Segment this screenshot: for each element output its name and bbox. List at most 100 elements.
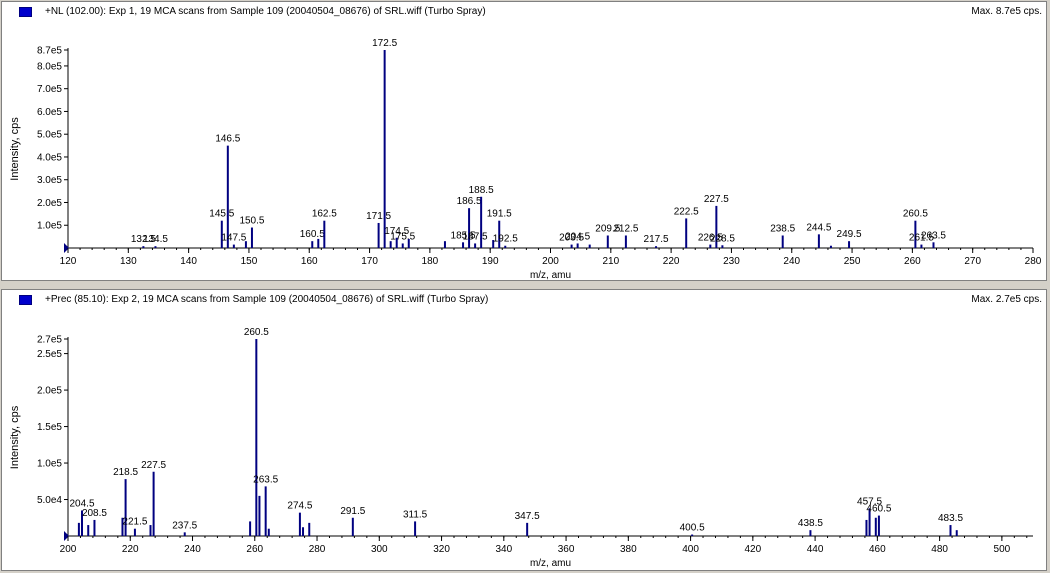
panel-divider[interactable] — [0, 282, 1050, 288]
peak-label: 160.5 — [300, 229, 325, 240]
x-tick-label: 500 — [994, 544, 1011, 555]
spectrum-icon[interactable] — [19, 7, 32, 17]
y-tick-label: 1.5e5 — [37, 422, 62, 433]
peak-label: 244.5 — [806, 222, 831, 233]
peak-label: 263.5 — [921, 230, 946, 241]
y-tick-label: 2.5e5 — [37, 349, 62, 360]
peak-label: 132.5 — [131, 234, 156, 245]
peak-label: 311.5 — [403, 509, 428, 520]
x-tick-label: 360 — [558, 544, 575, 555]
x-tick-label: 320 — [433, 544, 450, 555]
panel-header: +NL (102.00): Exp 1, 19 MCA scans from S… — [2, 2, 1046, 22]
peak-label: 204.5 — [69, 498, 94, 509]
peak-label: 457.5 — [857, 496, 882, 507]
y-tick-label: 8.7e5 — [37, 46, 62, 57]
peak-label: 191.5 — [487, 209, 512, 220]
peak-label: 212.5 — [613, 223, 638, 234]
peak-label: 226.5 — [698, 233, 723, 244]
x-tick-label: 220 — [663, 256, 680, 267]
y-tick-label: 4.0e5 — [37, 152, 62, 163]
peak-label: 217.5 — [644, 234, 669, 245]
x-tick-label: 260 — [246, 544, 263, 555]
x-tick-label: 220 — [122, 544, 139, 555]
x-tick-label: 180 — [422, 256, 439, 267]
peak-label: 274.5 — [287, 501, 312, 512]
max-intensity-label: Max. 2.7e5 cps. — [971, 294, 1042, 305]
x-tick-label: 300 — [371, 544, 388, 555]
peak-label: 460.5 — [866, 504, 891, 515]
spectrum-plot-1[interactable]: 120 130 140 150 160 170 180 190 200 210 220 230 240 2… — [2, 2, 1046, 280]
peak-label: 172.5 — [372, 38, 397, 49]
x-tick-label: 230 — [723, 256, 740, 267]
y-tick-label: 3.0e5 — [37, 175, 62, 186]
x-tick-label: 190 — [482, 256, 499, 267]
peak-label: 228.5 — [710, 233, 735, 244]
peak-label: 438.5 — [798, 518, 823, 529]
peak-label: 221.5 — [122, 517, 147, 528]
x-tick-label: 480 — [931, 544, 948, 555]
x-tick-label: 140 — [180, 256, 197, 267]
y-axis-title: Intensity, cps — [9, 117, 21, 181]
x-tick-label: 200 — [60, 544, 77, 555]
peak-label: 222.5 — [674, 206, 699, 217]
peak-label: 162.5 — [312, 209, 337, 220]
x-tick-label: 120 — [60, 256, 77, 267]
panel-title: +NL (102.00): Exp 1, 19 MCA scans from S… — [45, 6, 486, 17]
peak-label: 238.5 — [770, 223, 795, 234]
x-tick-label: 250 — [844, 256, 861, 267]
peak-label: 261.5 — [909, 233, 934, 244]
peak-label: 347.5 — [515, 511, 540, 522]
peak-label: 400.5 — [680, 523, 705, 534]
peak-label: 227.5 — [141, 460, 166, 471]
x-tick-label: 240 — [783, 256, 800, 267]
y-tick-label: 1.0e5 — [37, 459, 62, 470]
peak-label: 203.5 — [559, 233, 584, 244]
peak-label: 186.5 — [457, 196, 482, 207]
peak-label: 146.5 — [215, 134, 240, 145]
y-tick-label: 7.0e5 — [37, 84, 62, 95]
x-tick-label: 340 — [495, 544, 512, 555]
axis-origin-marker — [64, 531, 69, 541]
x-tick-label: 200 — [542, 256, 559, 267]
peak-label: 209.5 — [595, 223, 620, 234]
y-tick-label: 1.0e5 — [37, 221, 62, 232]
x-tick-label: 170 — [361, 256, 378, 267]
peak-label: 218.5 — [113, 467, 138, 478]
panel-title: +Prec (85.10): Exp 2, 19 MCA scans from … — [45, 294, 489, 305]
x-tick-label: 460 — [869, 544, 886, 555]
spectrum-icon[interactable] — [19, 295, 32, 305]
y-tick-label: 2.0e5 — [37, 386, 62, 397]
peak-label: 237.5 — [172, 520, 197, 531]
peak-label: 187.5 — [463, 231, 488, 242]
x-tick-label: 130 — [120, 256, 137, 267]
y-tick-label: 5.0e5 — [37, 130, 62, 141]
peak-label: 145.5 — [209, 209, 234, 220]
x-tick-label: 440 — [807, 544, 824, 555]
spectrum-panel-1: +NL (102.00): Exp 1, 19 MCA scans from S… — [1, 1, 1047, 281]
x-tick-label: 210 — [602, 256, 619, 267]
x-tick-label: 240 — [184, 544, 201, 555]
peak-label: 188.5 — [469, 185, 494, 196]
x-tick-label: 280 — [1025, 256, 1042, 267]
peak-label: 204.5 — [565, 231, 590, 242]
x-tick-label: 280 — [309, 544, 326, 555]
x-axis-title: m/z, amu — [530, 558, 571, 569]
max-intensity-label: Max. 8.7e5 cps. — [971, 6, 1042, 17]
peak-label: 260.5 — [244, 327, 269, 338]
x-tick-label: 400 — [682, 544, 699, 555]
y-axis-title: Intensity, cps — [9, 405, 21, 469]
spectrum-panel-2: +Prec (85.10): Exp 2, 19 MCA scans from … — [1, 289, 1047, 571]
x-tick-label: 150 — [241, 256, 258, 267]
peak-label: 291.5 — [340, 506, 365, 517]
x-tick-label: 380 — [620, 544, 637, 555]
peak-label: 208.5 — [82, 508, 107, 519]
spectrum-plot-2[interactable]: 200 220 240 260 280 300 320 340 360 380 400 420 440 4… — [2, 290, 1046, 570]
axis-origin-marker — [64, 243, 69, 253]
x-tick-label: 420 — [744, 544, 761, 555]
peak-label: 174.5 — [384, 226, 409, 237]
peak-label: 260.5 — [903, 209, 928, 220]
peak-label: 263.5 — [253, 474, 278, 485]
peak-label: 175.5 — [390, 231, 415, 242]
panel-header: +Prec (85.10): Exp 2, 19 MCA scans from … — [2, 290, 1046, 310]
y-tick-label: 5.0e4 — [37, 495, 62, 506]
